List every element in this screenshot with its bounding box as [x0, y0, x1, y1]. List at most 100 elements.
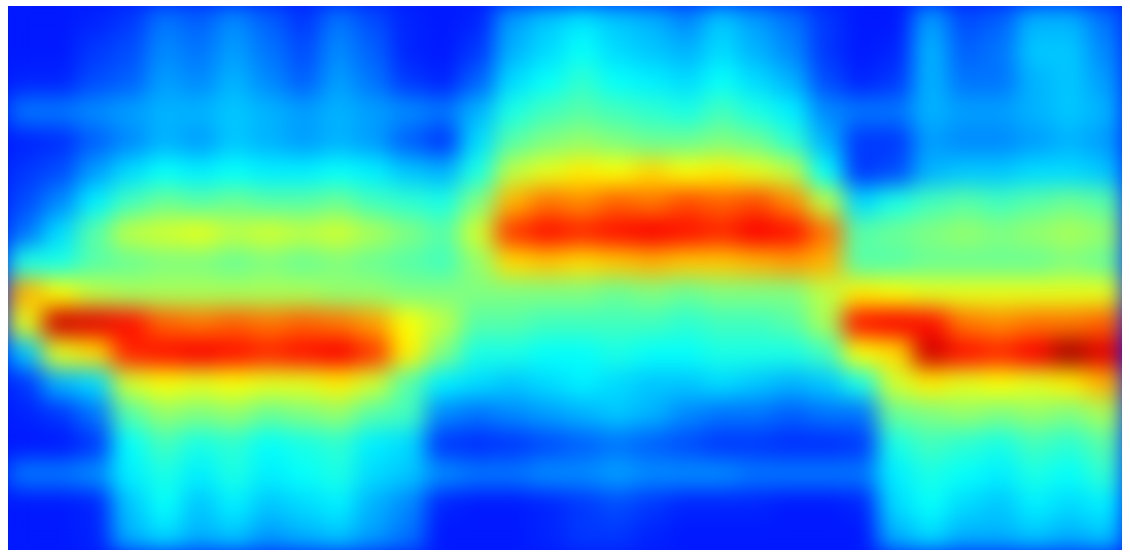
heat-cell	[773, 36, 809, 67]
heat-cell	[8, 247, 43, 278]
heat-cell	[704, 187, 740, 218]
heat-cell	[390, 398, 426, 429]
heat-cell	[1052, 519, 1088, 550]
heat-cell	[669, 66, 705, 97]
heat-cell	[1017, 429, 1053, 460]
heat-cell	[669, 247, 705, 278]
heat-cell	[878, 157, 914, 188]
heat-cell	[112, 459, 148, 490]
heat-cell	[982, 187, 1018, 218]
heat-cell	[425, 187, 461, 218]
heat-cell	[808, 489, 844, 520]
heat-cell	[286, 36, 322, 67]
heat-cell	[599, 519, 635, 550]
heat-cell	[356, 459, 392, 490]
heat-cell	[321, 66, 357, 97]
heat-cell	[530, 217, 566, 248]
heat-cell	[77, 459, 113, 490]
heat-cell	[182, 247, 218, 278]
heat-cell	[739, 247, 775, 278]
heat-cell	[147, 66, 183, 97]
heat-cell	[878, 489, 914, 520]
heat-cell	[565, 187, 601, 218]
heat-cell	[112, 398, 148, 429]
heat-cell	[390, 126, 426, 157]
heat-cell	[1052, 398, 1088, 429]
heat-cell	[634, 429, 670, 460]
heat-cell	[669, 398, 705, 429]
heat-cell	[42, 96, 78, 127]
heat-cell	[947, 278, 983, 309]
heat-cell	[460, 459, 496, 490]
heat-cell	[390, 6, 426, 37]
heat-cell	[599, 489, 635, 520]
heat-cell	[843, 157, 879, 188]
heat-cell	[182, 338, 218, 369]
heat-cell	[390, 247, 426, 278]
heat-cell	[634, 489, 670, 520]
heat-cell	[251, 157, 287, 188]
heat-cell	[808, 187, 844, 218]
heat-cell	[634, 217, 670, 248]
heat-cell	[878, 459, 914, 490]
heat-cell	[77, 157, 113, 188]
heat-cell	[286, 429, 322, 460]
heat-cell	[356, 6, 392, 37]
heat-cell	[669, 187, 705, 218]
heat-cell	[182, 519, 218, 550]
heat-cell	[1017, 519, 1053, 550]
heat-cell	[182, 459, 218, 490]
heat-cell	[982, 519, 1018, 550]
heat-cell	[634, 126, 670, 157]
heat-cell	[321, 489, 357, 520]
heat-cell	[182, 66, 218, 97]
heat-cell	[913, 429, 949, 460]
heat-cell	[843, 308, 879, 339]
heat-cell	[878, 308, 914, 339]
heat-cell	[425, 459, 461, 490]
heat-cell	[8, 36, 43, 67]
heat-cell	[565, 308, 601, 339]
heat-cell	[913, 36, 949, 67]
heat-cell	[878, 36, 914, 67]
heat-cell	[1017, 126, 1053, 157]
heat-cell	[704, 278, 740, 309]
heat-cell	[599, 66, 635, 97]
heat-cell	[599, 278, 635, 309]
heat-cell	[669, 126, 705, 157]
heat-cell	[216, 36, 252, 67]
heat-cell	[251, 338, 287, 369]
heat-cell	[286, 126, 322, 157]
heat-cell	[773, 278, 809, 309]
heat-cell	[913, 157, 949, 188]
heat-cell	[182, 96, 218, 127]
heat-cell	[147, 247, 183, 278]
heat-cell	[808, 6, 844, 37]
heat-cell	[565, 459, 601, 490]
heat-cell	[1087, 96, 1122, 127]
heat-cell	[1052, 6, 1088, 37]
heat-cell	[112, 187, 148, 218]
heat-cell	[669, 96, 705, 127]
heat-cell	[182, 217, 218, 248]
heat-cell	[286, 368, 322, 399]
heat-cell	[251, 519, 287, 550]
heat-cell	[425, 36, 461, 67]
heat-cell	[112, 308, 148, 339]
heat-cell	[773, 126, 809, 157]
heat-cell	[390, 217, 426, 248]
heat-cell	[460, 66, 496, 97]
heat-cell	[495, 187, 531, 218]
heat-cell	[77, 308, 113, 339]
heat-cell	[495, 368, 531, 399]
heat-cell	[286, 6, 322, 37]
heat-cell	[1087, 157, 1122, 188]
heat-cell	[77, 66, 113, 97]
heat-cell	[77, 36, 113, 67]
heat-cell	[251, 36, 287, 67]
heat-cell	[634, 96, 670, 127]
heat-cell	[599, 36, 635, 67]
heat-cell	[251, 217, 287, 248]
heat-cell	[843, 338, 879, 369]
heat-cell	[913, 126, 949, 157]
